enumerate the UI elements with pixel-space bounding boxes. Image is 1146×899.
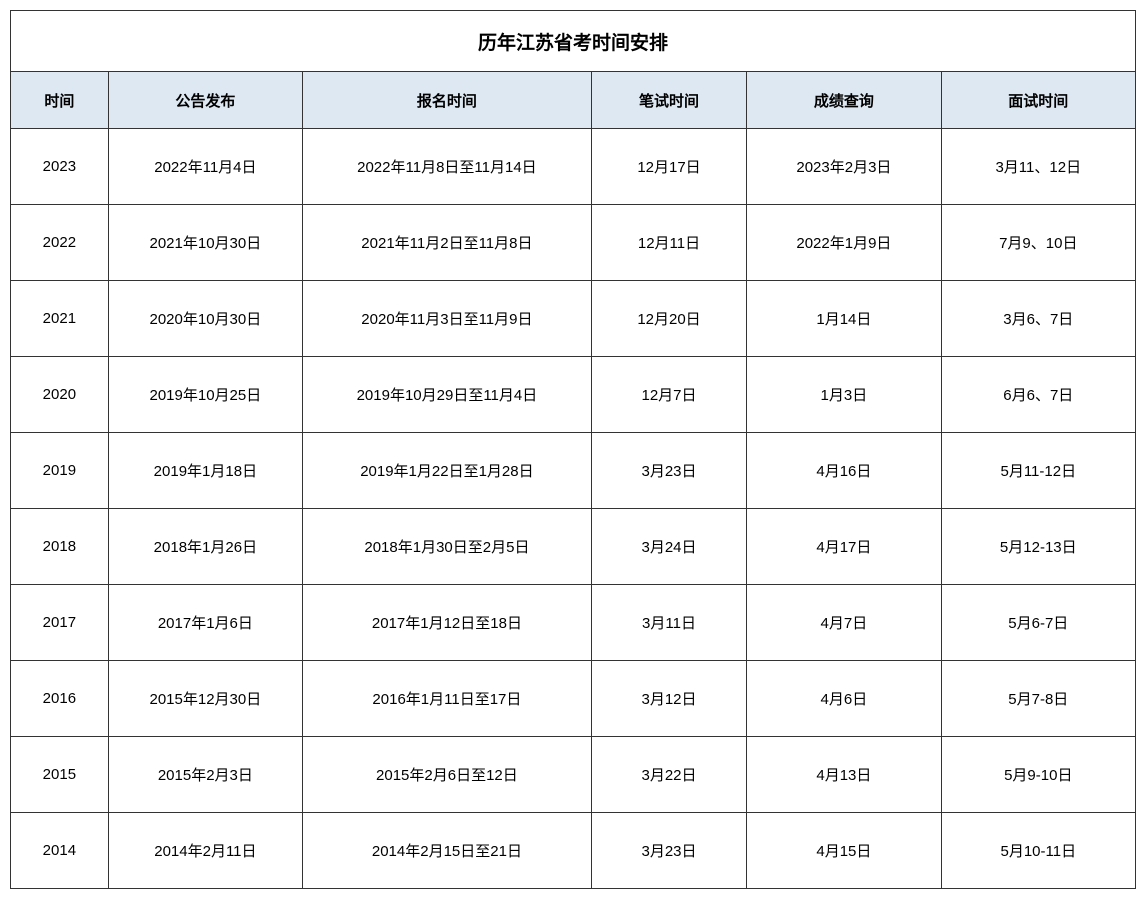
cell-time: 2022 bbox=[11, 205, 109, 281]
cell-announce: 2022年11月4日 bbox=[108, 129, 302, 205]
cell-written: 3月24日 bbox=[591, 509, 746, 585]
cell-score: 1月3日 bbox=[747, 357, 941, 433]
cell-score: 1月14日 bbox=[747, 281, 941, 357]
cell-interview: 5月12-13日 bbox=[941, 509, 1135, 585]
cell-time: 2014 bbox=[11, 813, 109, 889]
table-title: 历年江苏省考时间安排 bbox=[11, 11, 1136, 72]
cell-interview: 7月9、10日 bbox=[941, 205, 1135, 281]
cell-time: 2015 bbox=[11, 737, 109, 813]
cell-interview: 3月6、7日 bbox=[941, 281, 1135, 357]
table-row: 2017 2017年1月6日 2017年1月12日至18日 3月11日 4月7日… bbox=[11, 585, 1136, 661]
table-row: 2015 2015年2月3日 2015年2月6日至12日 3月22日 4月13日… bbox=[11, 737, 1136, 813]
cell-score: 4月17日 bbox=[747, 509, 941, 585]
cell-announce: 2014年2月11日 bbox=[108, 813, 302, 889]
header-interview: 面试时间 bbox=[941, 72, 1135, 129]
cell-written: 3月12日 bbox=[591, 661, 746, 737]
table-row: 2019 2019年1月18日 2019年1月22日至1月28日 3月23日 4… bbox=[11, 433, 1136, 509]
cell-written: 12月11日 bbox=[591, 205, 746, 281]
cell-register: 2017年1月12日至18日 bbox=[303, 585, 592, 661]
header-score: 成绩查询 bbox=[747, 72, 941, 129]
cell-score: 4月6日 bbox=[747, 661, 941, 737]
header-register: 报名时间 bbox=[303, 72, 592, 129]
cell-interview: 5月6-7日 bbox=[941, 585, 1135, 661]
table-row: 2016 2015年12月30日 2016年1月11日至17日 3月12日 4月… bbox=[11, 661, 1136, 737]
header-row: 时间 公告发布 报名时间 笔试时间 成绩查询 面试时间 bbox=[11, 72, 1136, 129]
cell-interview: 5月9-10日 bbox=[941, 737, 1135, 813]
cell-announce: 2015年2月3日 bbox=[108, 737, 302, 813]
cell-score: 4月15日 bbox=[747, 813, 941, 889]
cell-written: 3月23日 bbox=[591, 433, 746, 509]
cell-interview: 5月7-8日 bbox=[941, 661, 1135, 737]
cell-written: 12月7日 bbox=[591, 357, 746, 433]
cell-score: 2023年2月3日 bbox=[747, 129, 941, 205]
cell-time: 2021 bbox=[11, 281, 109, 357]
cell-register: 2021年11月2日至11月8日 bbox=[303, 205, 592, 281]
cell-written: 3月11日 bbox=[591, 585, 746, 661]
cell-interview: 6月6、7日 bbox=[941, 357, 1135, 433]
cell-announce: 2017年1月6日 bbox=[108, 585, 302, 661]
cell-written: 3月22日 bbox=[591, 737, 746, 813]
cell-score: 4月13日 bbox=[747, 737, 941, 813]
cell-register: 2015年2月6日至12日 bbox=[303, 737, 592, 813]
cell-score: 4月7日 bbox=[747, 585, 941, 661]
cell-register: 2019年10月29日至11月4日 bbox=[303, 357, 592, 433]
cell-register: 2022年11月8日至11月14日 bbox=[303, 129, 592, 205]
cell-time: 2018 bbox=[11, 509, 109, 585]
cell-register: 2018年1月30日至2月5日 bbox=[303, 509, 592, 585]
cell-time: 2017 bbox=[11, 585, 109, 661]
cell-time: 2016 bbox=[11, 661, 109, 737]
cell-written: 12月20日 bbox=[591, 281, 746, 357]
table-row: 2014 2014年2月11日 2014年2月15日至21日 3月23日 4月1… bbox=[11, 813, 1136, 889]
cell-announce: 2018年1月26日 bbox=[108, 509, 302, 585]
table-body: 2023 2022年11月4日 2022年11月8日至11月14日 12月17日… bbox=[11, 129, 1136, 889]
cell-interview: 5月11-12日 bbox=[941, 433, 1135, 509]
cell-interview: 5月10-11日 bbox=[941, 813, 1135, 889]
header-announce: 公告发布 bbox=[108, 72, 302, 129]
header-time: 时间 bbox=[11, 72, 109, 129]
table-row: 2018 2018年1月26日 2018年1月30日至2月5日 3月24日 4月… bbox=[11, 509, 1136, 585]
cell-announce: 2020年10月30日 bbox=[108, 281, 302, 357]
cell-announce: 2019年10月25日 bbox=[108, 357, 302, 433]
cell-time: 2020 bbox=[11, 357, 109, 433]
cell-announce: 2019年1月18日 bbox=[108, 433, 302, 509]
title-row: 历年江苏省考时间安排 bbox=[11, 11, 1136, 72]
table-row: 2022 2021年10月30日 2021年11月2日至11月8日 12月11日… bbox=[11, 205, 1136, 281]
schedule-table: 历年江苏省考时间安排 时间 公告发布 报名时间 笔试时间 成绩查询 面试时间 2… bbox=[10, 10, 1136, 889]
cell-time: 2023 bbox=[11, 129, 109, 205]
cell-time: 2019 bbox=[11, 433, 109, 509]
cell-announce: 2015年12月30日 bbox=[108, 661, 302, 737]
table-row: 2020 2019年10月25日 2019年10月29日至11月4日 12月7日… bbox=[11, 357, 1136, 433]
cell-score: 2022年1月9日 bbox=[747, 205, 941, 281]
cell-register: 2020年11月3日至11月9日 bbox=[303, 281, 592, 357]
header-written: 笔试时间 bbox=[591, 72, 746, 129]
cell-interview: 3月11、12日 bbox=[941, 129, 1135, 205]
cell-written: 3月23日 bbox=[591, 813, 746, 889]
table-row: 2021 2020年10月30日 2020年11月3日至11月9日 12月20日… bbox=[11, 281, 1136, 357]
cell-written: 12月17日 bbox=[591, 129, 746, 205]
cell-register: 2019年1月22日至1月28日 bbox=[303, 433, 592, 509]
cell-announce: 2021年10月30日 bbox=[108, 205, 302, 281]
cell-register: 2016年1月11日至17日 bbox=[303, 661, 592, 737]
cell-register: 2014年2月15日至21日 bbox=[303, 813, 592, 889]
table-row: 2023 2022年11月4日 2022年11月8日至11月14日 12月17日… bbox=[11, 129, 1136, 205]
cell-score: 4月16日 bbox=[747, 433, 941, 509]
